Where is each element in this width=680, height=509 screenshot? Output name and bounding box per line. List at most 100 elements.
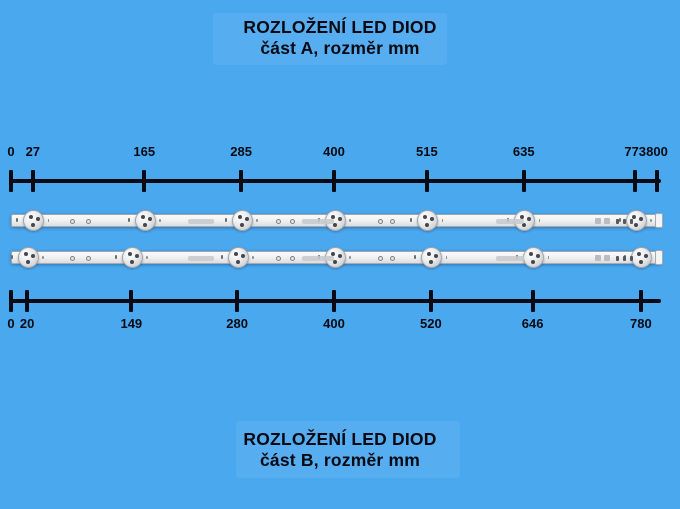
led-lens-1 <box>16 210 50 231</box>
tick-label-635: 635 <box>512 144 535 159</box>
screw-hole <box>390 256 395 261</box>
led-strip-a <box>11 210 663 231</box>
tick-label-780: 780 <box>629 316 652 331</box>
tick-label-280: 280 <box>226 316 248 331</box>
screw-hole <box>378 256 383 261</box>
lens-dot <box>434 254 439 258</box>
tick-mark-520 <box>428 290 433 312</box>
tick-label-800: 800 <box>646 144 668 159</box>
lens-dot <box>644 254 649 258</box>
lens-dot <box>522 223 527 227</box>
title-a-line2: část A, rozměr mm <box>260 38 420 58</box>
silkscreen-print <box>302 219 334 224</box>
silkscreen-print <box>302 256 334 261</box>
silkscreen-mark <box>630 256 633 261</box>
tick-label-400: 400 <box>323 144 345 159</box>
strip-end-tab <box>655 213 663 228</box>
lens-dot <box>637 252 642 256</box>
lens-dot <box>337 254 342 258</box>
lens-dot <box>639 260 644 264</box>
screw-hole <box>378 219 383 224</box>
lens-dot <box>29 215 34 219</box>
lens-dot <box>23 252 28 256</box>
title-b-line1: ROZLOŽENÍ LED DIOD <box>243 429 437 449</box>
ruler-a-scale: 0 27 165 285 400 515 635 773 800 <box>0 144 680 192</box>
silkscreen-mark <box>616 256 619 261</box>
tick-mark-0 <box>9 290 13 312</box>
tick-mark-773 <box>633 170 638 192</box>
lens-dot <box>425 223 430 227</box>
ruler-b-scale: 0 20 149 280 400 520 646 780 <box>0 290 680 331</box>
tick-mark-515 <box>424 170 429 192</box>
tick-label-27: 27 <box>25 144 41 159</box>
connector-pad <box>595 255 601 261</box>
tick-label-515: 515 <box>416 144 438 159</box>
lens-dot <box>147 217 152 221</box>
tick-label-149: 149 <box>120 316 143 331</box>
lens-dot <box>527 217 532 221</box>
lens-dot <box>134 254 139 258</box>
lens-dot <box>233 252 238 256</box>
screw-hole <box>86 219 91 224</box>
lens-dot <box>429 260 434 264</box>
silkscreen-print <box>496 219 524 224</box>
tick-label-646: 646 <box>521 316 544 331</box>
lens-dot <box>430 217 435 221</box>
led-lens-3 <box>224 210 258 231</box>
lens-dot <box>337 217 342 221</box>
tick-mark-400 <box>332 170 336 192</box>
silkscreen-print <box>188 256 214 261</box>
led-lens-1 <box>10 247 44 268</box>
tick-mark-285 <box>239 170 244 192</box>
screw-hole <box>70 219 75 224</box>
lens-dot <box>127 252 132 256</box>
lens-dot <box>332 260 337 264</box>
lens-dot <box>142 223 147 227</box>
tick-label-285: 285 <box>230 144 252 159</box>
connector-pad <box>604 218 610 224</box>
lens-dot <box>240 254 245 258</box>
lens-dot <box>140 215 145 219</box>
silkscreen-mark <box>623 256 626 261</box>
led-lens-5 <box>414 247 448 268</box>
tick-mark-646 <box>530 290 535 312</box>
tick-mark-280 <box>235 290 240 312</box>
title-b-backdrop <box>236 421 460 478</box>
lens-dot <box>427 252 432 256</box>
lens-dot <box>239 223 244 227</box>
tick-mark-27 <box>30 170 35 192</box>
lens-dot <box>330 215 335 219</box>
screw-hole <box>390 219 395 224</box>
lens-dot <box>520 215 525 219</box>
led-lens-3 <box>220 247 254 268</box>
screw-hole <box>290 256 295 261</box>
lens-dot <box>536 254 541 258</box>
tick-label-0: 0 <box>7 316 15 331</box>
tick-label-165: 165 <box>133 144 156 159</box>
tick-mark-149 <box>129 290 134 312</box>
tick-mark-0 <box>9 170 13 192</box>
led-lens-7 <box>618 210 652 231</box>
silkscreen-print <box>496 256 524 261</box>
silkscreen-mark <box>630 219 633 224</box>
led-lens-5 <box>410 210 444 231</box>
lens-dot <box>332 223 337 227</box>
lens-dot <box>244 217 249 221</box>
lens-dot <box>25 260 30 264</box>
strip-end-tab <box>655 250 663 265</box>
screw-hole <box>276 256 281 261</box>
tick-label-0: 0 <box>7 144 15 159</box>
lens-dot <box>531 260 536 264</box>
led-lens-4 <box>317 247 351 268</box>
screw-hole <box>70 256 75 261</box>
tick-label-773: 773 <box>624 144 647 159</box>
title-a-backdrop <box>213 13 447 65</box>
tick-mark-165 <box>142 170 147 192</box>
title-part-a: ROZLOŽENÍ LED DIOD část A, rozměr mm <box>0 17 680 59</box>
tick-mark-400 <box>332 290 336 312</box>
lens-dot <box>129 260 134 264</box>
tick-mark-780 <box>638 290 643 312</box>
lens-dot <box>31 223 36 227</box>
led-strip-b <box>10 247 663 268</box>
